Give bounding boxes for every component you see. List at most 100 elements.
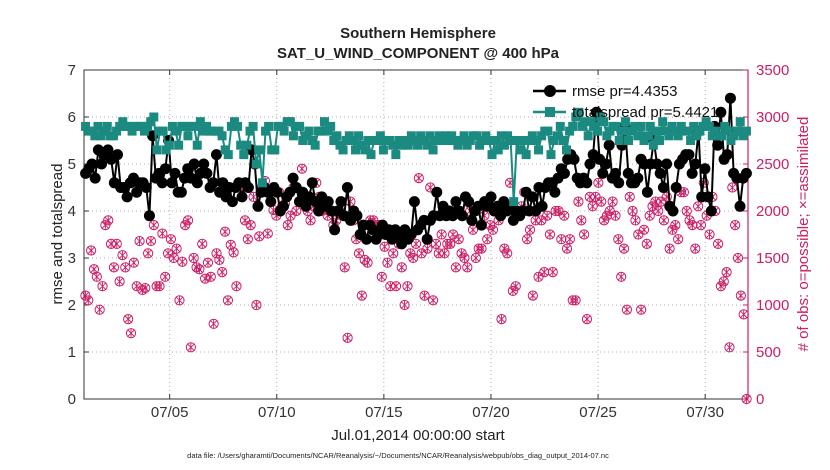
totalspread-point <box>174 140 184 150</box>
obs-possible-circle <box>145 235 157 247</box>
obs-count-marker <box>262 228 273 239</box>
obs-assimilated-star <box>249 192 258 202</box>
obs-count-marker <box>738 309 749 320</box>
obs-assimilated-star <box>617 272 626 282</box>
obs-possible-circle <box>228 247 239 258</box>
totalspread-point <box>202 121 212 131</box>
obs-count-marker <box>422 243 433 254</box>
chart-subtitle: SAT_U_WIND_COMPONENT @ 400 hPa <box>277 45 560 62</box>
totalspread-point <box>645 121 655 131</box>
obs-assimilated-star <box>246 220 255 230</box>
obs-possible-circle <box>430 238 442 249</box>
totalspread-point <box>409 136 419 145</box>
x-tick-label: 07/20 <box>472 404 510 421</box>
obs-count-marker <box>630 215 641 226</box>
obs-count-marker <box>222 295 234 306</box>
obs-count-marker <box>596 196 607 207</box>
totalspread-point <box>682 126 692 136</box>
obs-assimilated-star <box>497 314 506 324</box>
obs-possible-circle <box>510 281 521 292</box>
obs-assimilated-star <box>588 201 597 211</box>
obs-count-marker <box>524 224 536 235</box>
obs-assimilated-star <box>223 295 232 305</box>
obs-count-marker <box>160 271 171 282</box>
obs-possible-circle <box>376 271 387 282</box>
totalspread-point <box>698 121 708 131</box>
totalspread-point <box>484 136 494 145</box>
obs-count-marker <box>111 238 122 249</box>
obs-possible-circle <box>117 250 128 261</box>
totalspread-point <box>667 121 677 131</box>
obs-count-marker <box>459 252 470 264</box>
obs-count-marker <box>165 234 177 245</box>
obs-assimilated-star <box>605 206 614 216</box>
obs-assimilated-star <box>141 283 150 293</box>
totalspread-point <box>689 121 699 131</box>
obs-count-marker <box>376 271 387 282</box>
obs-possible-circle <box>730 220 741 231</box>
totalspread-point <box>161 145 171 155</box>
totalspread-point <box>729 131 739 141</box>
obs-count-marker <box>282 220 293 231</box>
obs-count-marker <box>570 295 581 306</box>
totalspread-point <box>425 131 435 141</box>
obs-count-marker <box>445 238 456 249</box>
totalspread-point <box>586 117 596 127</box>
rmse-point <box>341 182 353 193</box>
obs-count-marker <box>91 271 102 282</box>
obs-count-marker <box>624 191 635 202</box>
obs-assimilated-star <box>725 342 734 352</box>
obs-count-marker <box>533 271 544 282</box>
totalspread-point <box>388 140 398 150</box>
obs-assimilated-star <box>469 225 477 235</box>
obs-count-marker <box>285 210 296 221</box>
obs-possible-circle <box>436 229 447 240</box>
rmse-point <box>431 186 443 198</box>
obs-possible-circle <box>462 262 473 273</box>
obs-possible-circle <box>596 196 607 207</box>
obs-possible-circle <box>453 234 464 245</box>
obs-count-marker <box>496 314 507 325</box>
obs-count-marker <box>427 295 439 306</box>
obs-possible-circle <box>741 393 752 405</box>
obs-possible-circle <box>160 271 171 282</box>
obs-possible-circle <box>627 205 638 217</box>
obs-count-marker <box>687 220 698 231</box>
obs-count-marker <box>650 196 661 207</box>
obs-count-marker <box>128 257 139 268</box>
obs-assimilated-star <box>528 291 537 300</box>
totalspread-point <box>630 121 640 131</box>
obs-count-marker <box>735 290 746 301</box>
obs-count-marker <box>134 235 145 247</box>
obs-count-marker <box>430 238 442 249</box>
totalspread-point <box>651 126 661 136</box>
obs-count-marker <box>584 191 595 202</box>
totalspread-point <box>465 136 475 145</box>
obs-count-marker <box>641 238 652 249</box>
totalspread-point <box>164 140 174 150</box>
obs-possible-circle <box>402 281 413 292</box>
obs-assimilated-star <box>526 225 534 235</box>
obs-count-marker <box>419 290 430 301</box>
obs-assimilated-star <box>642 239 651 249</box>
obs-assimilated-star <box>377 272 386 282</box>
obs-assimilated-star <box>679 187 688 197</box>
obs-possible-circle <box>217 267 228 278</box>
obs-assimilated-star <box>654 206 663 216</box>
rmse-point <box>603 139 615 151</box>
rmse-point <box>210 149 222 161</box>
totalspread-point <box>329 136 339 145</box>
obs-count-marker <box>388 248 399 259</box>
totalspread-point <box>242 140 252 150</box>
obs-assimilated-star <box>637 305 646 315</box>
obs-possible-circle <box>154 281 165 292</box>
totalspread-point <box>720 121 730 131</box>
obs-possible-circle <box>305 215 316 226</box>
rmse-point <box>188 158 200 170</box>
totalspread-point <box>614 136 624 145</box>
obs-count-marker <box>239 215 251 226</box>
totalspread-point <box>639 136 649 145</box>
obs-assimilated-star <box>400 300 409 310</box>
obs-possible-circle <box>262 228 273 239</box>
obs-count-marker <box>200 273 211 284</box>
